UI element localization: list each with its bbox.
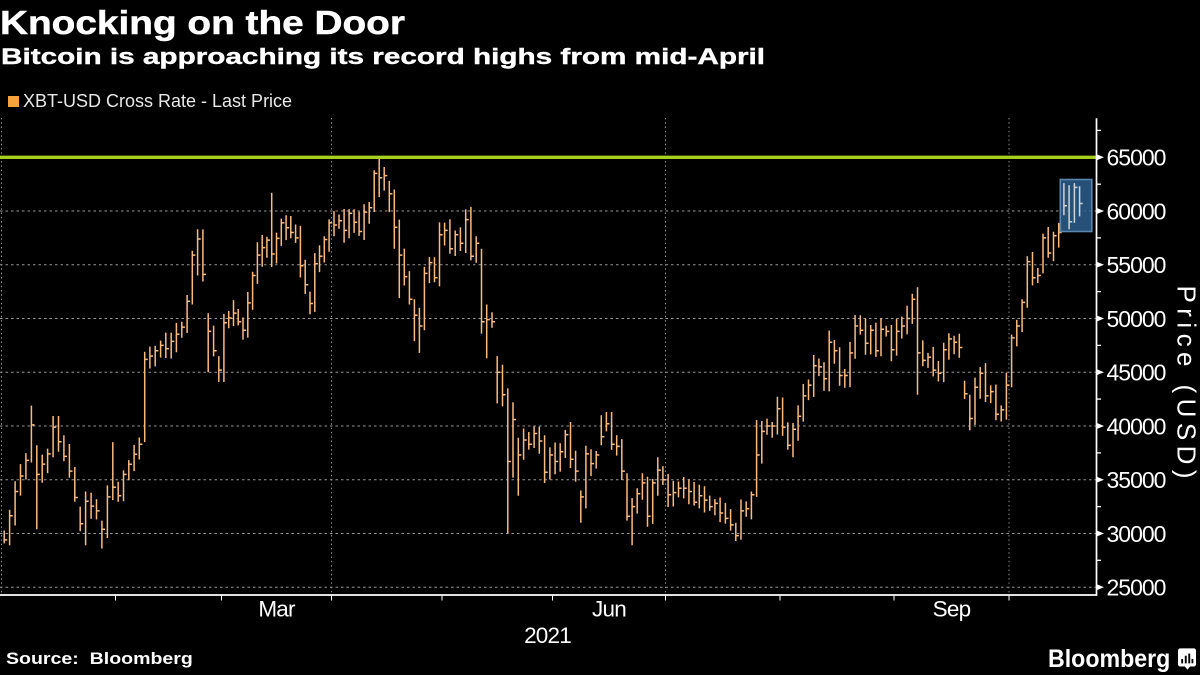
svg-text:40000: 40000: [1107, 413, 1166, 439]
svg-text:45000: 45000: [1107, 360, 1166, 386]
svg-text:2021: 2021: [524, 623, 571, 648]
svg-text:55000: 55000: [1107, 252, 1166, 278]
svg-text:50000: 50000: [1107, 306, 1166, 332]
svg-text:Sep: Sep: [933, 597, 971, 622]
svg-text:60000: 60000: [1107, 198, 1166, 224]
svg-text:65000: 65000: [1107, 145, 1166, 171]
svg-text:35000: 35000: [1107, 467, 1166, 493]
svg-text:30000: 30000: [1107, 521, 1166, 547]
svg-text:Jun: Jun: [592, 597, 626, 622]
svg-text:Mar: Mar: [258, 597, 296, 622]
svg-text:25000: 25000: [1107, 575, 1166, 601]
